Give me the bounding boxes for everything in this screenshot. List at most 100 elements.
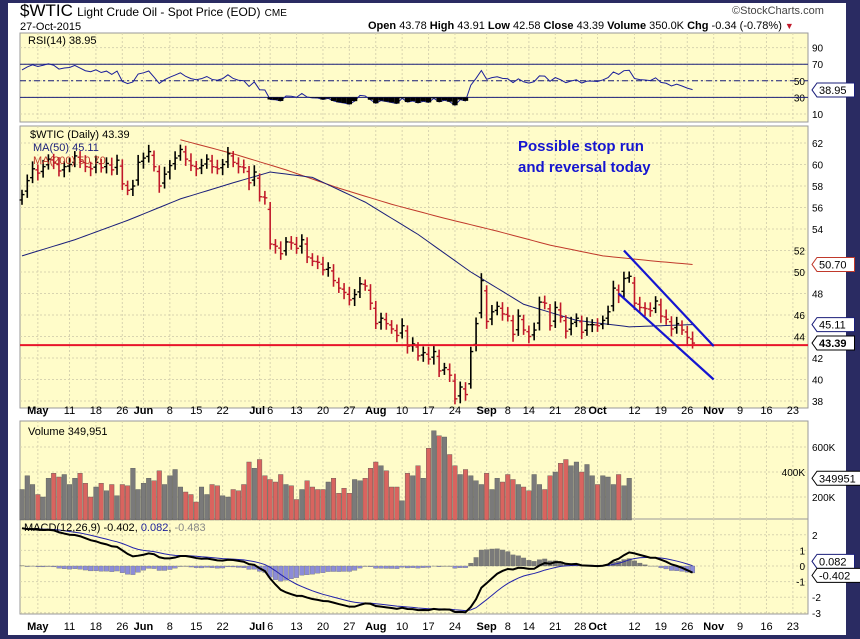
x-tick-label: 21 — [549, 405, 561, 417]
volume-bar — [299, 489, 305, 521]
x-tick-label: 19 — [655, 405, 667, 417]
price-bar — [584, 317, 590, 336]
volume-bar — [573, 461, 579, 521]
macd-histogram-bar — [463, 565, 468, 568]
macd-histogram-bar — [82, 565, 88, 571]
macd-histogram-bar — [315, 565, 321, 574]
price-bar — [605, 305, 611, 325]
macd-histogram-bar — [156, 565, 162, 571]
x-tick-label: 10 — [396, 621, 408, 633]
macd-histogram-bar — [389, 565, 395, 569]
close-value: 43.39 — [576, 20, 605, 32]
x-tick-label: 24 — [449, 405, 461, 417]
price-bar — [135, 154, 141, 186]
price-bar — [331, 264, 337, 287]
x-tick-label: May — [27, 621, 49, 633]
macd-histogram-bar — [304, 565, 310, 575]
volume-bar — [156, 470, 162, 521]
price-bar — [119, 159, 125, 190]
macd-histogram-bar — [140, 565, 146, 571]
price-legend: $WTIC (Daily) 43.39 — [30, 129, 130, 141]
x-tick-label: 26 — [681, 621, 693, 633]
rsi-legend: RSI(14) 38.95 — [28, 35, 97, 47]
open-value: 43.78 — [399, 20, 427, 32]
x-tick-label: 8 — [167, 621, 173, 633]
volume-bar — [35, 494, 41, 521]
x-tick-label: 17 — [422, 621, 434, 633]
volume-bar — [352, 479, 358, 521]
instrument-name: Light Crude Oil - Spot Price (EOD) — [77, 5, 261, 19]
volume-bar — [283, 484, 289, 521]
macd-histogram-bar — [77, 565, 83, 570]
x-tick-label: 21 — [549, 621, 561, 633]
macd-histogram-bar — [51, 565, 57, 568]
price-bar — [595, 318, 601, 332]
ma200-tag — [811, 256, 855, 272]
macd-histogram-bar — [373, 565, 379, 569]
price-bar — [579, 315, 585, 339]
price-bar — [463, 382, 469, 401]
macd-tick-label: 1 — [799, 546, 805, 557]
macd-histogram-bar — [658, 565, 664, 568]
macd-histogram-bar — [436, 565, 442, 567]
volume-bar — [230, 489, 236, 521]
macd-histogram-bar — [420, 565, 426, 568]
x-tick-label: 26 — [116, 405, 128, 417]
price-bar — [177, 144, 183, 161]
macd-histogram-bar — [690, 565, 696, 574]
price-tick-label: 54 — [812, 225, 824, 236]
x-tick-label: Sep — [477, 621, 497, 633]
macd-histogram-bar — [637, 562, 643, 567]
price-bar — [668, 316, 674, 337]
price-bar — [151, 150, 157, 172]
volume-bar — [204, 494, 210, 521]
price-bar — [399, 318, 405, 339]
macd-histogram-bar — [146, 565, 152, 569]
price-bar — [420, 346, 426, 362]
price-bar — [103, 157, 109, 174]
price-bar — [19, 189, 25, 205]
price-tick-label: 38 — [812, 397, 824, 408]
price-bar — [114, 154, 120, 175]
price-bar — [183, 145, 189, 166]
macd-histogram-bar — [336, 565, 342, 572]
ma200-line — [180, 139, 693, 265]
price-bar — [489, 305, 495, 326]
price-bar — [109, 157, 115, 176]
price-bar — [457, 381, 463, 404]
volume-bar — [336, 493, 342, 521]
price-bar — [653, 296, 659, 314]
price-bar — [88, 161, 94, 177]
x-tick-label: 11 — [64, 621, 75, 633]
volume-bar — [177, 486, 183, 521]
macd-histogram-bar — [204, 565, 210, 568]
price-bar — [214, 159, 220, 175]
volume-bar — [510, 479, 516, 521]
volume-bar — [98, 483, 104, 521]
price-bar — [288, 236, 294, 250]
macd-histogram-bar — [484, 549, 490, 567]
price-panel — [19, 125, 809, 409]
x-tick-label: Nov — [703, 621, 725, 633]
x-tick-label: Aug — [365, 405, 386, 417]
price-bar — [172, 151, 178, 170]
volume-bar — [584, 464, 590, 521]
volume-bar — [320, 489, 326, 521]
volume-bar — [341, 488, 347, 521]
macd-histogram-bar — [378, 565, 384, 569]
macd-histogram-bar — [621, 559, 627, 567]
signal-value: 0.082 — [140, 522, 169, 534]
volume-bar — [88, 496, 94, 521]
price-bar — [647, 302, 653, 317]
volume-bar — [457, 474, 463, 521]
x-tick-label: 24 — [449, 621, 461, 633]
quote-summary: Open 43.78 High 43.91 Low 42.58 Close 43… — [368, 20, 794, 32]
price-bar — [515, 309, 521, 336]
x-tick-label: 22 — [217, 405, 229, 417]
volume-bar — [109, 484, 115, 521]
x-tick-label: Jun — [134, 621, 154, 633]
volume-bar — [595, 484, 601, 521]
price-bar — [542, 295, 548, 310]
x-tick-label: 14 — [523, 621, 535, 633]
